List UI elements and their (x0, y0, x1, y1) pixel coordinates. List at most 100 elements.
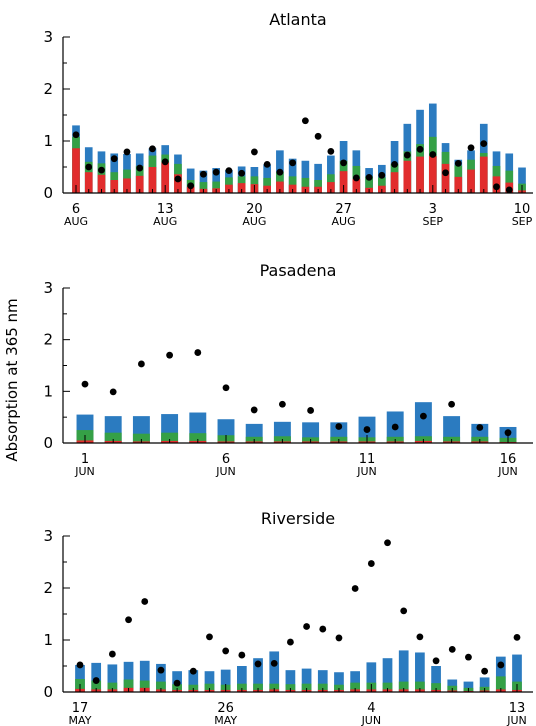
bar-series-2 (132, 433, 150, 443)
data-point (189, 667, 197, 675)
data-point (136, 164, 144, 172)
bar-series-2 (398, 681, 409, 692)
x-tick-month: MAY (214, 714, 237, 726)
bar-series-1 (107, 664, 118, 692)
data-point (352, 174, 360, 182)
bar-series-1 (518, 167, 526, 193)
data-point (289, 159, 297, 167)
bar-series-3 (135, 175, 144, 193)
x-tick-month: AUG (332, 215, 356, 228)
bar-series-2 (317, 683, 328, 692)
data-point (391, 423, 399, 431)
bar-series-3 (288, 184, 297, 193)
bar-series-1 (317, 670, 328, 692)
bar-series-1 (285, 670, 296, 692)
data-point (465, 653, 472, 661)
data-point (222, 384, 230, 392)
y-tick-label: 0 (43, 683, 53, 701)
bar-series-3 (441, 163, 450, 193)
data-point (287, 638, 294, 646)
bar-series-3 (72, 148, 80, 193)
bar-series-2 (263, 177, 271, 193)
bar-series-1 (415, 652, 425, 692)
y-tick-label: 2 (43, 80, 53, 98)
bar-series-1 (269, 651, 280, 692)
data-point (222, 647, 230, 655)
y-axis-label: Absorption at 365 nm (3, 298, 21, 461)
data-point (442, 169, 449, 177)
data-point (513, 634, 521, 641)
bar-series-1 (334, 672, 344, 692)
x-tick-month: SEP (512, 215, 533, 228)
data-point (270, 660, 278, 667)
bar-series-3 (327, 182, 335, 193)
bar-series-1 (479, 677, 490, 692)
x-tick-label: 11 (359, 452, 376, 467)
data-point (251, 148, 258, 156)
bar-series-1 (212, 168, 220, 193)
bar-series-3 (352, 178, 361, 193)
x-tick-month: JUN (74, 465, 95, 478)
x-tick-month: SEP (423, 215, 444, 228)
data-point (173, 679, 181, 687)
bar-series-2 (382, 682, 393, 692)
data-point (149, 145, 156, 153)
data-point (327, 148, 335, 155)
data-point (391, 161, 398, 168)
bar-series-2 (415, 681, 425, 692)
data-point (307, 407, 314, 414)
data-point (454, 159, 462, 167)
bar-series-3 (237, 183, 246, 193)
data-point (110, 155, 118, 163)
x-tick-month: JUN (361, 714, 382, 726)
data-point (416, 145, 424, 153)
data-point (351, 585, 359, 592)
bar-series-2 (253, 683, 263, 692)
x-tick-label: 26 (217, 701, 234, 716)
bar-series-3 (479, 156, 488, 193)
data-point (238, 651, 246, 659)
bar-series-1 (301, 668, 312, 692)
x-tick-month: AUG (242, 215, 266, 228)
data-point (340, 159, 347, 167)
x-tick-label: 13 (509, 701, 526, 716)
data-point (212, 168, 220, 176)
data-point (378, 171, 386, 179)
bar-series-3 (84, 172, 93, 193)
y-tick-label: 1 (43, 382, 53, 400)
bar-series-2 (237, 683, 247, 692)
data-point (367, 560, 375, 567)
chart-title: Riverside (261, 509, 335, 528)
bar-series-2 (204, 683, 215, 692)
bar-series-1 (156, 663, 166, 692)
bar-series-3 (390, 172, 399, 193)
x-tick-month: MAY (69, 714, 92, 726)
data-point (250, 406, 258, 414)
bar-series-1 (199, 170, 208, 193)
y-tick-label: 2 (43, 331, 53, 349)
bar-series-1 (220, 669, 231, 692)
data-point (263, 161, 271, 168)
data-point (125, 616, 132, 624)
y-tick-label: 0 (43, 434, 53, 452)
bar-series-1 (139, 660, 150, 692)
bar-series-2 (365, 176, 373, 193)
bar-series-1 (431, 666, 441, 692)
y-tick-label: 0 (43, 184, 53, 202)
bar-series-3 (403, 160, 412, 193)
data-point (400, 607, 408, 615)
data-point (92, 677, 100, 684)
bar-series-3 (428, 156, 437, 193)
bar-series-1 (253, 658, 263, 692)
data-point (98, 166, 105, 174)
bar-series-2 (301, 683, 312, 692)
data-point (238, 169, 246, 177)
data-point (429, 151, 437, 158)
x-tick-label: 4 (367, 701, 375, 716)
x-tick-label: 13 (157, 202, 174, 217)
data-point (81, 380, 89, 388)
x-tick-label: 6 (72, 202, 80, 217)
x-tick-month: AUG (153, 215, 177, 228)
